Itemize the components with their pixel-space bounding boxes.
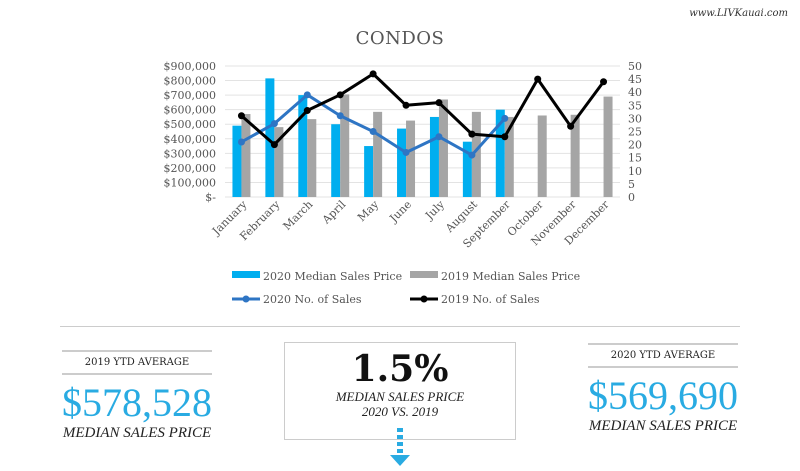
right-tick-label: 25 — [628, 126, 642, 139]
site-url: www.LIVKauai.com — [689, 8, 788, 19]
point-2020-no-of-sales — [369, 128, 377, 135]
bar-2020-median-sales-price — [429, 116, 439, 197]
bar-2019-median-sales-price — [406, 120, 416, 197]
point-2020-no-of-sales — [303, 91, 311, 99]
point-2019-no-of-sales — [270, 141, 278, 149]
right-tick-label: 5 — [628, 178, 635, 191]
comparison-line2: 2020 VS. 2019 — [361, 404, 439, 419]
point-2020-no-of-sales — [501, 114, 509, 122]
divider — [60, 326, 740, 327]
bar-2019-median-sales-price — [373, 111, 383, 197]
right-tick-label: 45 — [628, 73, 642, 86]
point-2019-no-of-sales — [435, 99, 443, 107]
bar-2019-median-sales-price — [537, 115, 547, 197]
left-tick-label: $100,000 — [164, 176, 217, 189]
right-tick-label: 20 — [628, 139, 642, 152]
x-tick-label: June — [387, 198, 415, 226]
right-tick-label: 35 — [628, 99, 642, 112]
legend-swatch — [410, 271, 438, 278]
bar-2019-median-sales-price — [274, 127, 284, 197]
bar-2020-median-sales-price — [364, 146, 374, 197]
ytd-2019-sub: MEDIAN SALES PRICE — [62, 425, 212, 441]
bar-2019-median-sales-price — [603, 96, 613, 197]
chart-title: CONDOS — [355, 28, 445, 49]
chart: $- $100,000$200,000 $300,000$400,000 $500,0… — [164, 60, 643, 306]
right-tick-label: 10 — [628, 165, 642, 178]
point-2019-no-of-sales — [303, 107, 311, 115]
bar-2019-median-sales-price — [340, 94, 350, 197]
right-tick-label: 0 — [628, 191, 635, 204]
legend-label: 2020 No. of Sales — [263, 293, 362, 306]
legend-label: 2020 Median Sales Price — [263, 270, 402, 283]
legend-marker — [420, 295, 428, 303]
bar-2020-median-sales-price — [397, 128, 407, 197]
legend-marker — [242, 295, 250, 303]
bar-2019-median-sales-price — [570, 114, 580, 197]
ytd-2020-label: 2020 YTD AVERAGE — [588, 343, 738, 368]
left-tick-label: $800,000 — [164, 75, 217, 88]
legend-label: 2019 No. of Sales — [441, 293, 540, 306]
bar-2020-median-sales-price — [462, 141, 472, 197]
point-2019-no-of-sales — [468, 130, 476, 138]
bar-2020-median-sales-price — [298, 95, 308, 197]
point-2019-no-of-sales — [534, 75, 542, 83]
arrow-down-icon — [390, 428, 410, 466]
ytd-2019: 2019 YTD AVERAGE $578,528 MEDIAN SALES P… — [42, 350, 232, 442]
bar-2019-median-sales-price — [241, 114, 251, 197]
point-2019-no-of-sales — [237, 112, 245, 120]
point-2019-no-of-sales — [600, 78, 608, 86]
point-2019-no-of-sales — [567, 122, 575, 130]
left-tick-label: $400,000 — [164, 133, 217, 146]
right-tick-label: 50 — [628, 60, 642, 73]
bar-2020-median-sales-price — [331, 124, 341, 197]
left-tick-label: $500,000 — [164, 118, 217, 131]
right-tick-label: 30 — [628, 112, 642, 125]
x-tick-label: July — [422, 197, 447, 222]
bar-2019-median-sales-price — [471, 111, 481, 197]
bar-2019-median-sales-price — [504, 116, 514, 197]
bar-2020-median-sales-price — [265, 78, 275, 197]
point-2020-no-of-sales — [270, 120, 278, 128]
comparison-line1: MEDIAN SALES PRICE — [335, 389, 465, 404]
point-2020-no-of-sales — [435, 133, 443, 141]
point-2019-no-of-sales — [501, 133, 509, 141]
ytd-2020: 2020 YTD AVERAGE $569,690 MEDIAN SALES P… — [568, 343, 758, 435]
bar-2020-median-sales-price — [495, 109, 505, 197]
right-tick-label: 40 — [628, 86, 642, 99]
ytd-2019-label: 2019 YTD AVERAGE — [62, 350, 212, 375]
left-tick-label: $900,000 — [164, 60, 217, 73]
point-2019-no-of-sales — [336, 91, 344, 99]
ytd-2019-value: $578,528 — [62, 380, 212, 425]
x-tick-label: March — [281, 198, 316, 233]
left-tick-label: $600,000 — [164, 104, 217, 117]
ytd-2020-value: $569,690 — [588, 373, 738, 418]
left-tick-label: $700,000 — [164, 89, 217, 102]
comparison-box: 1.5% MEDIAN SALES PRICE 2020 VS. 2019 — [284, 342, 516, 440]
bar-2020-median-sales-price — [232, 125, 242, 197]
left-tick-label: $- — [205, 191, 216, 204]
point-2019-no-of-sales — [402, 101, 410, 109]
x-tick-label: May — [355, 197, 382, 224]
x-tick-label: April — [319, 198, 349, 228]
point-2020-no-of-sales — [468, 151, 476, 159]
bar-2019-median-sales-price — [438, 99, 448, 197]
legend-label: 2019 Median Sales Price — [441, 270, 580, 283]
legend-swatch — [232, 271, 260, 278]
point-2019-no-of-sales — [369, 70, 377, 78]
ytd-2020-sub: MEDIAN SALES PRICE — [588, 418, 738, 434]
left-tick-label: $200,000 — [164, 162, 217, 175]
bar-2019-median-sales-price — [307, 119, 317, 197]
point-2020-no-of-sales — [237, 138, 245, 146]
point-2020-no-of-sales — [336, 112, 344, 120]
right-tick-label: 15 — [628, 152, 642, 165]
line-2019-no-of-sales — [240, 72, 605, 147]
point-2020-no-of-sales — [402, 148, 410, 156]
percent-change: 1.5% — [351, 348, 449, 390]
left-tick-label: $300,000 — [164, 147, 217, 160]
